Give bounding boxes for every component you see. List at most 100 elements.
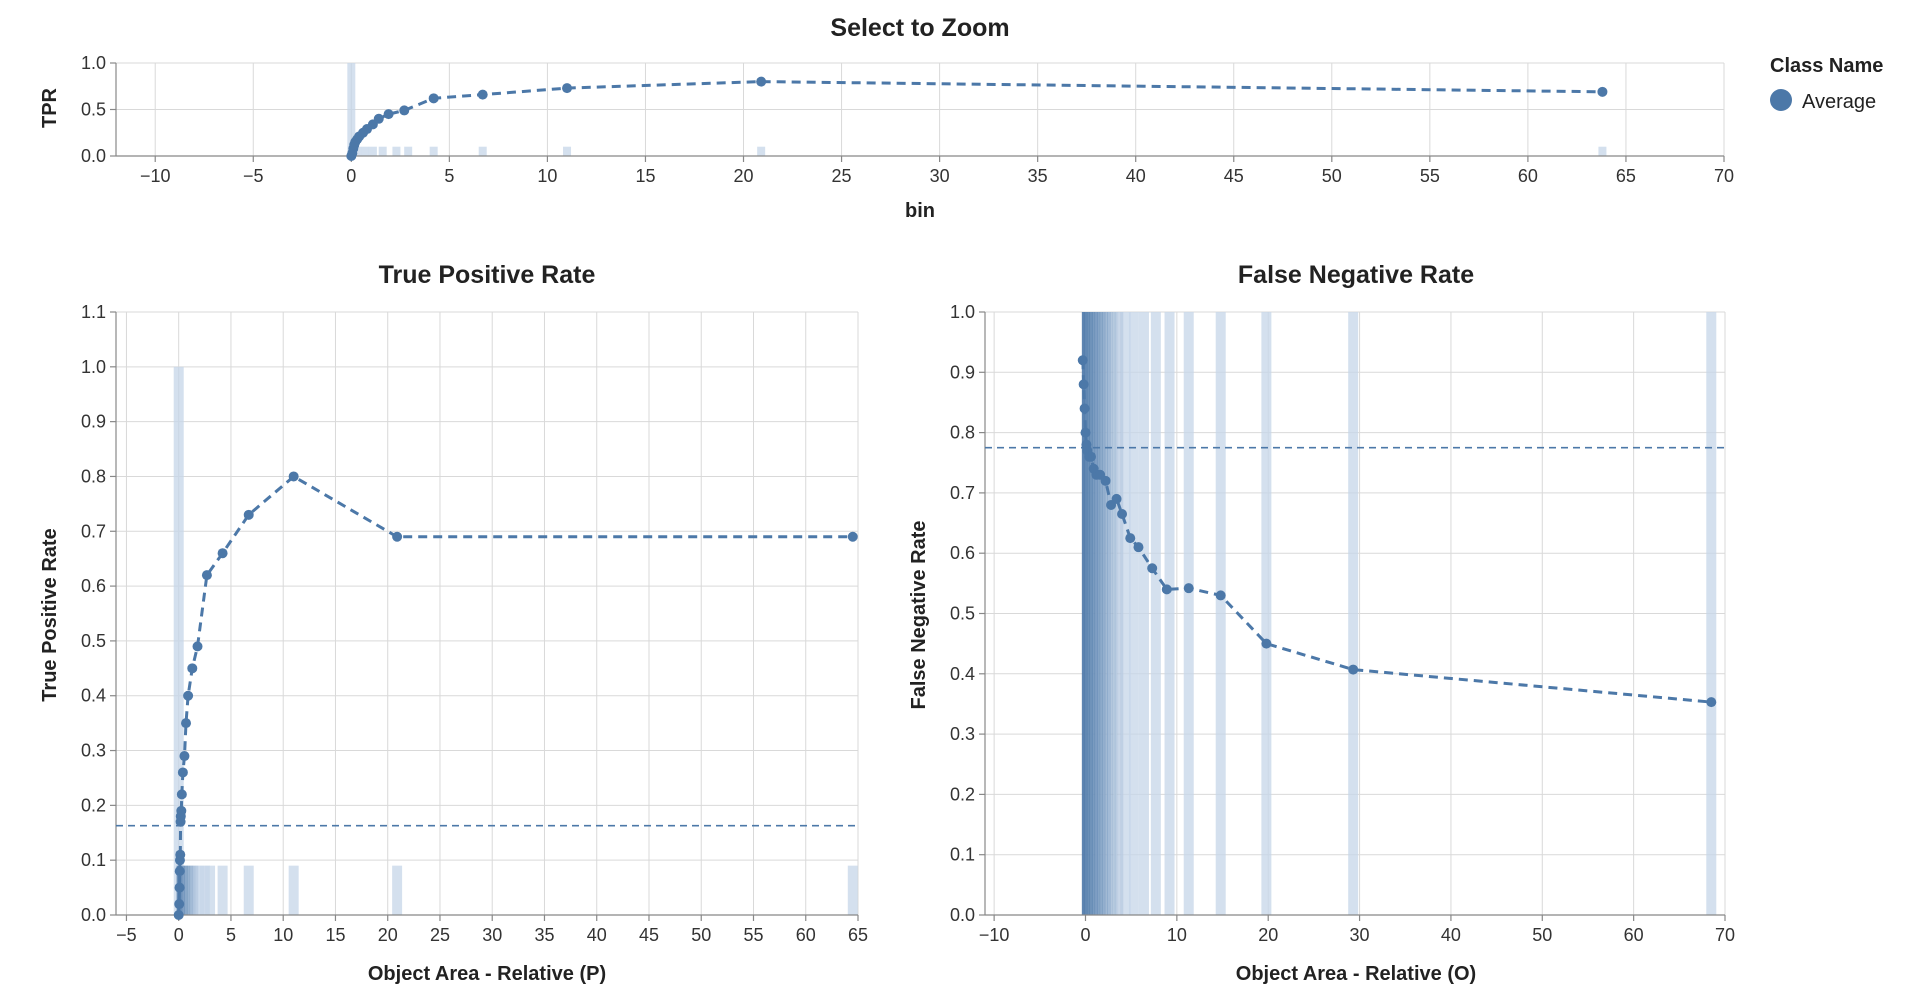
histogram-bar	[1261, 312, 1272, 915]
data-point[interactable]	[174, 882, 185, 893]
data-point[interactable]	[383, 109, 394, 120]
y-tick-label: 0.2	[950, 784, 975, 804]
x-tick-label: 65	[848, 925, 868, 945]
data-point[interactable]	[1261, 638, 1272, 649]
x-tick-label: 15	[635, 166, 655, 186]
x-tick-label: −5	[116, 925, 137, 945]
data-point[interactable]	[1133, 542, 1144, 553]
y-axis-title-true-positive-rate: True Positive Rate	[39, 528, 61, 701]
x-tick-label: 45	[1224, 166, 1244, 186]
x-tick-label: 20	[1258, 925, 1278, 945]
data-point[interactable]	[1111, 493, 1122, 504]
data-point[interactable]	[1078, 379, 1089, 390]
x-tick-label: 35	[534, 925, 554, 945]
data-point[interactable]	[1080, 427, 1091, 438]
x-tick-label: 0	[174, 925, 184, 945]
data-point[interactable]	[392, 531, 403, 542]
data-point[interactable]	[175, 849, 186, 860]
data-point[interactable]	[756, 76, 767, 87]
histogram-bar	[1086, 312, 1090, 915]
data-point[interactable]	[1215, 590, 1226, 601]
legend[interactable]: Class Name Average	[1770, 55, 1883, 113]
data-point[interactable]	[217, 548, 228, 559]
histogram-bar	[1215, 312, 1226, 915]
data-point[interactable]	[1085, 451, 1096, 462]
data-point[interactable]	[181, 718, 192, 729]
x-tick-label: 0	[346, 166, 356, 186]
data-point[interactable]	[847, 531, 858, 542]
data-point[interactable]	[183, 690, 194, 701]
y-tick-label: 0.9	[81, 412, 106, 432]
data-point[interactable]	[1161, 584, 1172, 595]
x-tick-label: 70	[1714, 166, 1734, 186]
histogram-bar	[1102, 312, 1106, 915]
data-point[interactable]	[288, 471, 299, 482]
histogram-bar	[1107, 312, 1111, 915]
data-point[interactable]	[477, 89, 488, 100]
data-point[interactable]	[1706, 697, 1717, 708]
histogram-bar	[184, 865, 188, 915]
true-positive-rate-chart: True Positive Rate −5 0 5 10 15 20 25 30 35 40 45 5…	[39, 261, 868, 985]
histogram-bar	[847, 865, 858, 915]
y-tick-label: 0.4	[81, 686, 106, 706]
x-tick-label: 25	[832, 166, 852, 186]
y-tick-label: 0.0	[950, 905, 975, 925]
histogram-bar	[1104, 312, 1108, 915]
data-point[interactable]	[1079, 403, 1090, 414]
y-axis-title-tpr: TPR	[39, 87, 61, 128]
data-point[interactable]	[1100, 475, 1111, 486]
legend-average-swatch[interactable]	[1770, 89, 1792, 111]
series-line-average	[349, 80, 1603, 157]
data-point[interactable]	[243, 509, 254, 520]
data-point[interactable]	[562, 83, 573, 94]
data-point[interactable]	[1125, 533, 1136, 544]
data-point[interactable]	[179, 751, 190, 762]
histogram-bar	[199, 865, 210, 915]
data-point[interactable]	[1077, 355, 1088, 366]
histogram-bar	[1097, 312, 1101, 915]
y-tick-label: 0.8	[950, 423, 975, 443]
histogram-bar	[288, 865, 299, 915]
data-point[interactable]	[192, 641, 203, 652]
x-tick-label: −10	[979, 925, 1010, 945]
histogram-bar	[1706, 312, 1717, 915]
y-axis-title-false-negative-rate: False Negative Rate	[908, 521, 930, 710]
data-point[interactable]	[173, 910, 184, 920]
data-point[interactable]	[1597, 86, 1608, 97]
histogram-bar	[757, 146, 766, 156]
histogram-bar	[1094, 312, 1098, 915]
x-tick-label: 40	[1441, 925, 1461, 945]
y-tick-label: 0.0	[81, 146, 106, 166]
select-to-zoom-chart[interactable]: Select to Zoom −10 −5 0 5 10 15 20 25 30 35 40 45 50…	[39, 14, 1734, 222]
y-tick-label: 0.7	[950, 483, 975, 503]
data-point[interactable]	[177, 767, 188, 778]
data-point[interactable]	[373, 113, 384, 124]
y-tick-label: 0.7	[81, 521, 106, 541]
data-point[interactable]	[1117, 509, 1128, 520]
x-tick-label: 60	[1624, 925, 1644, 945]
data-point[interactable]	[1147, 563, 1158, 574]
y-tick-label: 0.5	[81, 631, 106, 651]
data-point[interactable]	[399, 105, 410, 116]
histogram-bar	[1164, 312, 1175, 915]
data-point[interactable]	[174, 899, 185, 910]
x-tick-label: 50	[1532, 925, 1552, 945]
y-tick-label: 1.0	[950, 302, 975, 322]
y-tick-label: 1.1	[81, 302, 106, 322]
y-tick-label: 0.3	[950, 724, 975, 744]
data-point[interactable]	[1183, 583, 1194, 594]
legend-average-label[interactable]: Average	[1802, 91, 1876, 113]
histogram-bar	[187, 865, 191, 915]
x-tick-label: 20	[733, 166, 753, 186]
data-point[interactable]	[1348, 664, 1359, 675]
data-point[interactable]	[174, 866, 185, 877]
histogram-bar	[194, 865, 205, 915]
data-point[interactable]	[176, 805, 187, 816]
histogram-bar	[1115, 312, 1119, 915]
data-point[interactable]	[428, 93, 439, 104]
data-point[interactable]	[176, 789, 187, 800]
data-point[interactable]	[201, 570, 212, 581]
histogram-bar	[1113, 312, 1124, 915]
data-point[interactable]	[187, 663, 198, 674]
